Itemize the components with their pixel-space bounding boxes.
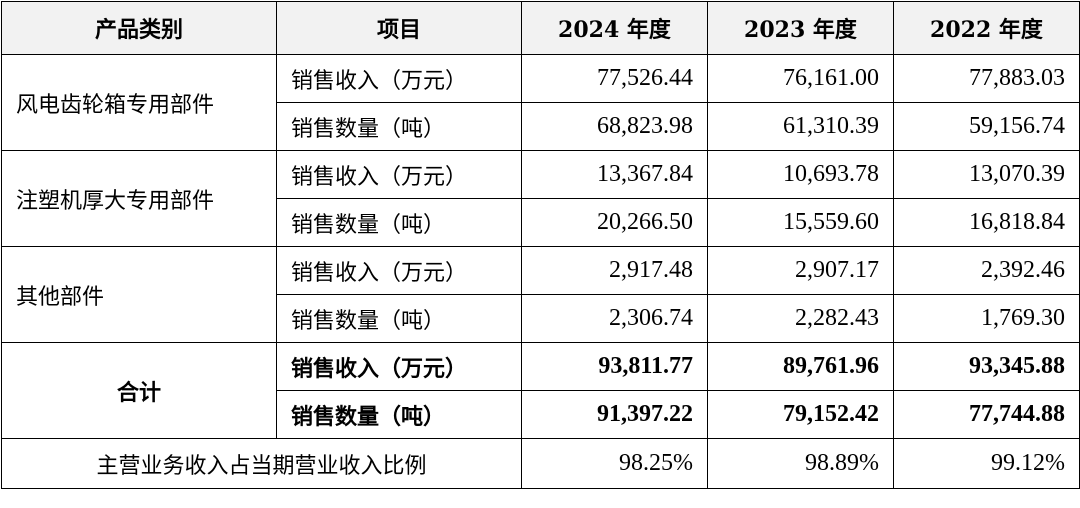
value-2024: 13,367.84 <box>521 150 708 199</box>
value-2022: 1,769.30 <box>893 294 1080 343</box>
value-2022: 16,818.84 <box>893 198 1080 247</box>
value-2023: 2,282.43 <box>707 294 894 343</box>
item-cell: 销售数量（吨） <box>276 102 522 151</box>
table-row: 风电齿轮箱专用部件 销售收入（万元） 77,526.44 76,161.00 7… <box>1 54 1080 151</box>
item-cell: 销售数量（吨） <box>276 198 522 247</box>
value-2024: 77,526.44 <box>521 54 708 103</box>
header-2024: 2024 年度 <box>521 1 708 55</box>
header-2023: 2023 年度 <box>707 1 894 55</box>
value-2023: 61,310.39 <box>707 102 894 151</box>
header-2022: 2022 年度 <box>893 1 1080 55</box>
value-2023: 76,161.00 <box>707 54 894 103</box>
value-2024: 2,917.48 <box>521 246 708 295</box>
item-cell: 销售收入（万元） <box>276 342 522 391</box>
value-2023: 2,907.17 <box>707 246 894 295</box>
item-cell: 销售数量（吨） <box>276 294 522 343</box>
table-row: 其他部件 销售收入（万元） 2,917.48 2,907.17 2,392.46 <box>1 246 1080 343</box>
sales-table: 产品类别 项目 2024 年度 2023 年度 2022 年度 风电齿轮箱专用部… <box>1 1 1080 489</box>
total-label: 合计 <box>1 342 277 439</box>
category-cell: 风电齿轮箱专用部件 <box>1 54 277 151</box>
value-2022: 13,070.39 <box>893 150 1080 199</box>
table-row: 销售数量（吨） 2,306.74 2,282.43 1,769.30 <box>2 294 1080 343</box>
value-2023: 10,693.78 <box>707 150 894 199</box>
ratio-2023: 98.89% <box>707 438 894 489</box>
total-row: 合计 销售收入（万元） 93,811.77 89,761.96 93,345.8… <box>1 342 1080 439</box>
total-2022: 93,345.88 <box>893 342 1080 391</box>
header-row: 产品类别 项目 2024 年度 2023 年度 2022 年度 <box>1 1 1080 55</box>
value-2024: 20,266.50 <box>521 198 708 247</box>
header-category: 产品类别 <box>1 1 277 55</box>
total-2022: 77,744.88 <box>893 390 1080 439</box>
header-item: 项目 <box>276 1 522 55</box>
value-2022: 2,392.46 <box>893 246 1080 295</box>
total-2023: 89,761.96 <box>707 342 894 391</box>
total-2024: 91,397.22 <box>521 390 708 439</box>
category-cell: 其他部件 <box>1 246 277 343</box>
ratio-2024: 98.25% <box>521 438 708 489</box>
item-cell: 销售数量（吨） <box>276 390 522 439</box>
value-2024: 68,823.98 <box>521 102 708 151</box>
value-2022: 77,883.03 <box>893 54 1080 103</box>
value-2022: 59,156.74 <box>893 102 1080 151</box>
item-cell: 销售收入（万元） <box>276 246 522 295</box>
total-2023: 79,152.42 <box>707 390 894 439</box>
table-row: 注塑机厚大专用部件 销售收入（万元） 13,367.84 10,693.78 1… <box>1 150 1080 247</box>
total-2024: 93,811.77 <box>521 342 708 391</box>
item-cell: 销售收入（万元） <box>276 150 522 199</box>
item-cell: 销售收入（万元） <box>276 54 522 103</box>
value-2023: 15,559.60 <box>707 198 894 247</box>
ratio-row: 主营业务收入占当期营业收入比例 98.25% 98.89% 99.12% <box>1 438 1080 489</box>
category-cell: 注塑机厚大专用部件 <box>1 150 277 247</box>
total-row: 销售数量（吨） 91,397.22 79,152.42 77,744.88 <box>2 390 1080 439</box>
ratio-label: 主营业务收入占当期营业收入比例 <box>1 438 522 489</box>
value-2024: 2,306.74 <box>521 294 708 343</box>
ratio-2022: 99.12% <box>893 438 1080 489</box>
